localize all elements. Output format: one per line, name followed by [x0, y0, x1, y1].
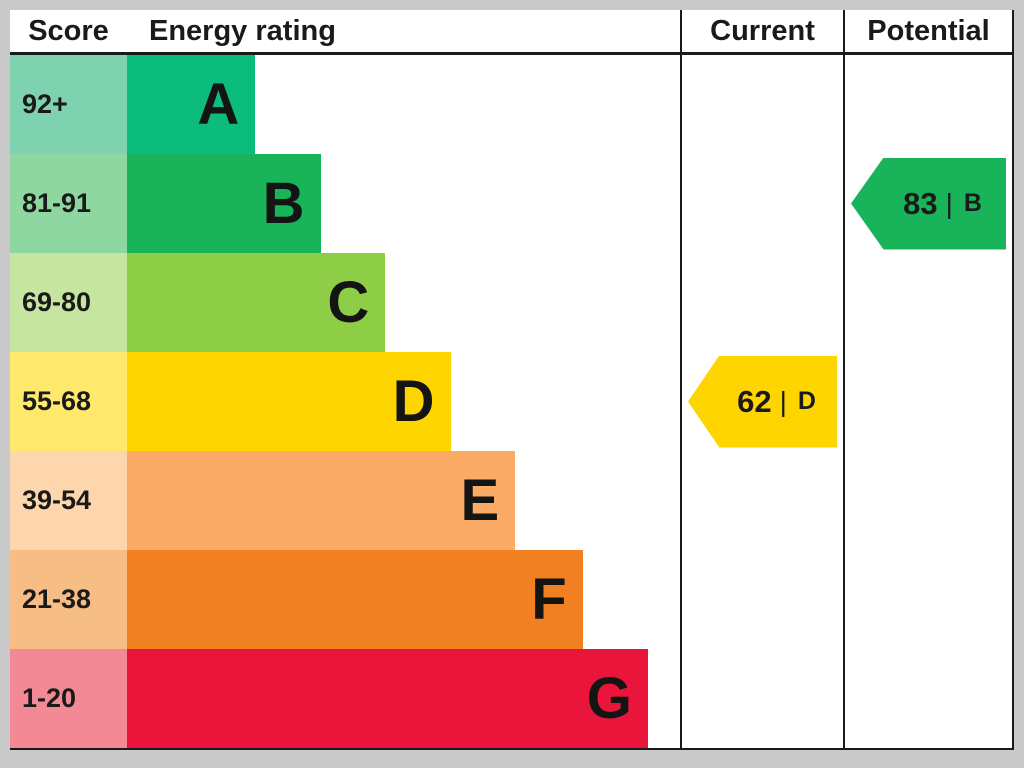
band-row-d: 55-68 D 62 | D — [10, 352, 1014, 451]
header-current: Current — [680, 10, 843, 52]
potential-cell-f — [843, 550, 1014, 649]
bar-area-d: D — [127, 352, 680, 451]
rating-bar-b: B — [127, 154, 321, 253]
band-row-f: 21-38 F — [10, 550, 1014, 649]
potential-rating-letter: B — [963, 189, 982, 217]
band-letter-e: E — [460, 467, 500, 533]
pointer-divider: | — [779, 385, 787, 417]
current-cell-b — [680, 154, 843, 253]
potential-cell-e — [843, 451, 1014, 550]
potential-cell-c — [843, 253, 1014, 352]
potential-cell-a — [843, 55, 1014, 154]
band-letter-a: A — [197, 71, 240, 137]
score-range-b: 81-91 — [10, 154, 127, 253]
current-cell-d: 62 | D — [680, 352, 843, 451]
rating-bar-d: D — [127, 352, 451, 451]
header-score: Score — [28, 14, 109, 47]
band-letter-b: B — [262, 170, 305, 236]
header-energy-rating: Energy rating — [149, 14, 336, 47]
potential-score-value: 83 — [903, 185, 938, 221]
current-rating-letter: D — [797, 387, 816, 415]
bar-area-a: A — [127, 55, 680, 154]
current-rating-pointer: 62 | D — [688, 355, 837, 448]
current-cell-c — [680, 253, 843, 352]
rating-bar-a: A — [127, 55, 256, 154]
score-range-d: 55-68 — [10, 352, 127, 451]
potential-rating-pointer: 83 | B — [851, 157, 1006, 250]
potential-cell-d — [843, 352, 1014, 451]
potential-cell-b: 83 | B — [843, 154, 1014, 253]
rating-bar-e: E — [127, 451, 516, 550]
bar-area-e: E — [127, 451, 680, 550]
header-potential: Potential — [843, 10, 1014, 52]
bar-area-c: C — [127, 253, 680, 352]
band-row-g: 1-20 G — [10, 649, 1014, 748]
rating-bar-g: G — [127, 649, 648, 748]
score-range-f: 21-38 — [10, 550, 127, 649]
bar-area-f: F — [127, 550, 680, 649]
band-letter-f: F — [531, 566, 567, 632]
current-cell-g — [680, 649, 843, 748]
current-cell-e — [680, 451, 843, 550]
bar-area-b: B — [127, 154, 680, 253]
current-cell-f — [680, 550, 843, 649]
band-letter-d: D — [392, 368, 435, 434]
current-cell-a — [680, 55, 843, 154]
score-range-e: 39-54 — [10, 451, 127, 550]
band-row-e: 39-54 E — [10, 451, 1014, 550]
band-letter-c: C — [327, 269, 370, 335]
current-score-value: 62 — [737, 383, 772, 419]
score-range-c: 69-80 — [10, 253, 127, 352]
chart-header: Score Energy rating Current Potential — [10, 10, 1014, 55]
score-range-g: 1-20 — [10, 649, 127, 748]
epc-rating-chart: Score Energy rating Current Potential 92… — [10, 10, 1014, 750]
band-letter-g: G — [586, 665, 632, 731]
rating-bar-f: F — [127, 550, 583, 649]
band-row-b: 81-91 B 83 | B — [10, 154, 1014, 253]
potential-cell-g — [843, 649, 1014, 748]
band-row-c: 69-80 C — [10, 253, 1014, 352]
pointer-divider: | — [945, 187, 953, 219]
score-range-a: 92+ — [10, 55, 127, 154]
rating-bar-c: C — [127, 253, 386, 352]
band-row-a: 92+ A — [10, 55, 1014, 154]
bar-area-g: G — [127, 649, 680, 748]
